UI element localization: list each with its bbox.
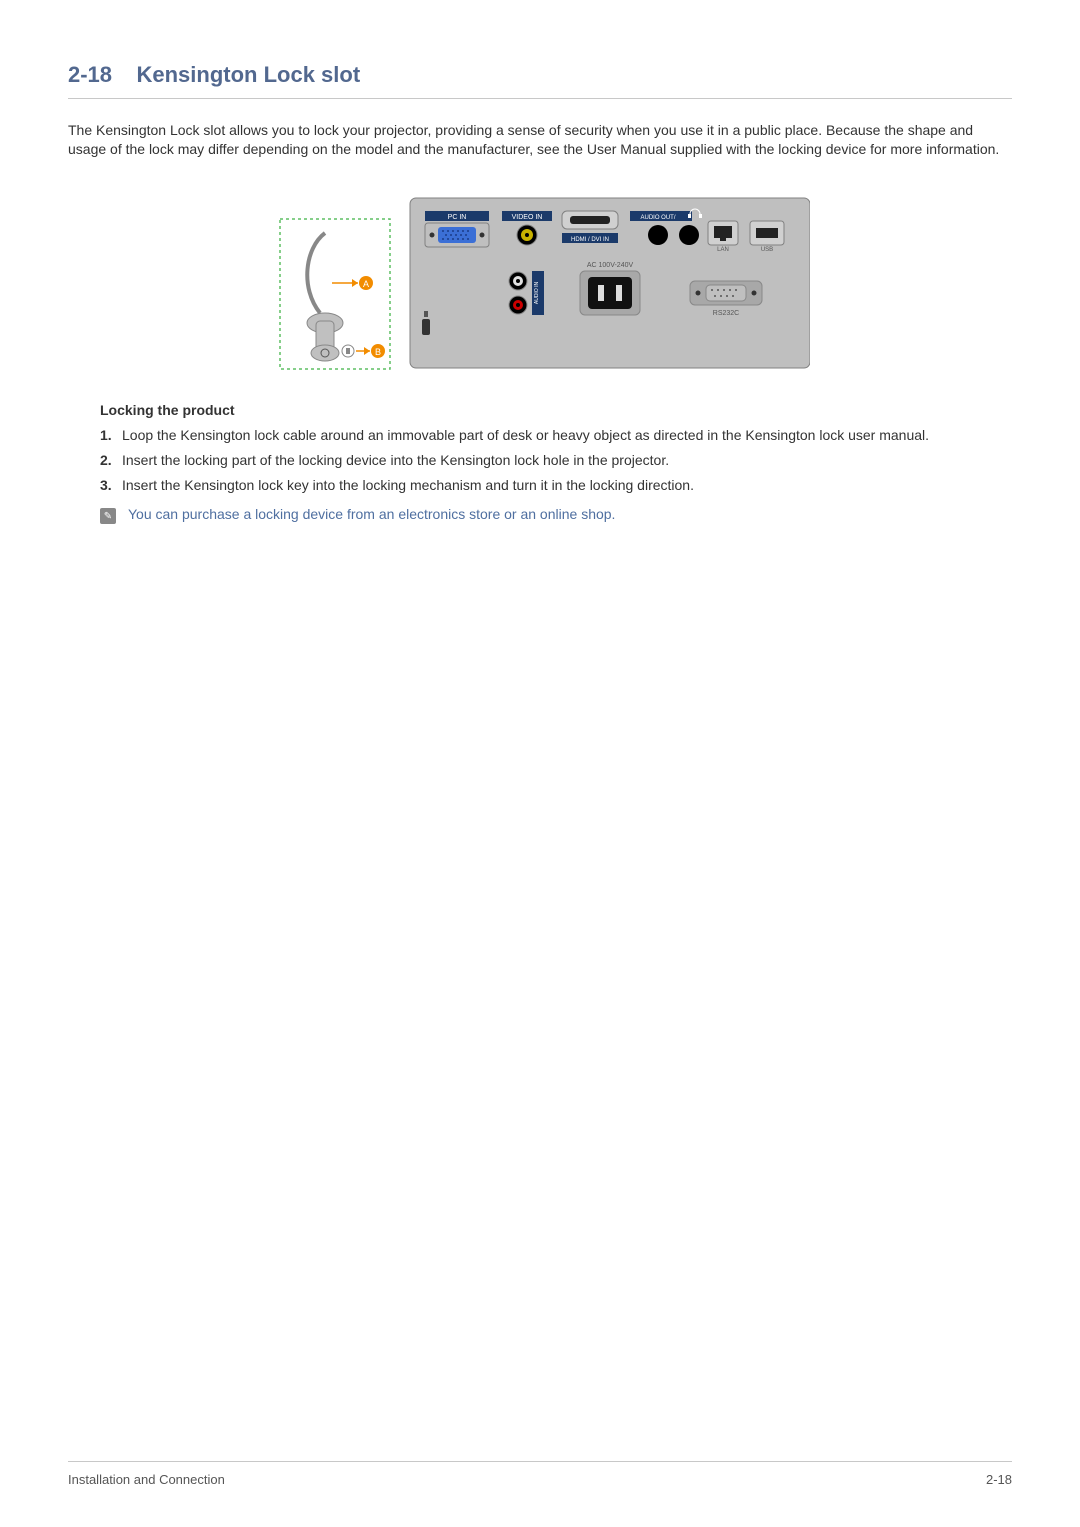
label-video-in: VIDEO IN — [512, 214, 543, 221]
page-footer: Installation and Connection 2-18 — [68, 1461, 1012, 1487]
label-audio-in: AUDIO IN — [534, 281, 540, 304]
note-text: You can purchase a locking device from a… — [128, 506, 615, 522]
section-heading: 2-18 Kensington Lock slot — [68, 62, 1012, 99]
figure-container: PC IN VIDEO IN HDMI / DVI IN AUDIO OUT/ — [68, 193, 1012, 378]
callout-a: A — [332, 276, 373, 290]
note-row: ✎ You can purchase a locking device from… — [100, 506, 1012, 524]
note-icon: ✎ — [100, 508, 116, 524]
label-usb: USB — [761, 247, 773, 253]
label-pc-in: PC IN — [448, 214, 467, 221]
intro-paragraph: The Kensington Lock slot allows you to l… — [68, 121, 1012, 159]
label-rs232c: RS232C — [713, 310, 739, 317]
kensington-lock-diagram: PC IN VIDEO IN HDMI / DVI IN AUDIO OUT/ — [270, 193, 810, 373]
label-hdmi-dvi: HDMI / DVI IN — [571, 237, 609, 243]
footer-right: 2-18 — [986, 1472, 1012, 1487]
label-ac: AC 100V-240V — [587, 262, 634, 269]
label-audio-out: AUDIO OUT/ — [640, 215, 675, 221]
steps-list: 1.Loop the Kensington lock cable around … — [100, 426, 1012, 495]
callout-b: B — [356, 344, 385, 358]
step-1: 1.Loop the Kensington lock cable around … — [100, 426, 1012, 445]
page-container: 2-18 Kensington Lock slot The Kensington… — [0, 0, 1080, 1527]
section-title: Kensington Lock slot — [137, 62, 361, 87]
section-number: 2-18 — [68, 62, 112, 87]
label-lan: LAN — [717, 247, 729, 253]
footer-left: Installation and Connection — [68, 1472, 225, 1487]
svg-text:A: A — [363, 279, 369, 289]
step-3: 3.Insert the Kensington lock key into th… — [100, 476, 1012, 495]
svg-text:B: B — [375, 347, 381, 357]
subheading: Locking the product — [100, 402, 1012, 418]
step-2: 2.Insert the locking part of the locking… — [100, 451, 1012, 470]
